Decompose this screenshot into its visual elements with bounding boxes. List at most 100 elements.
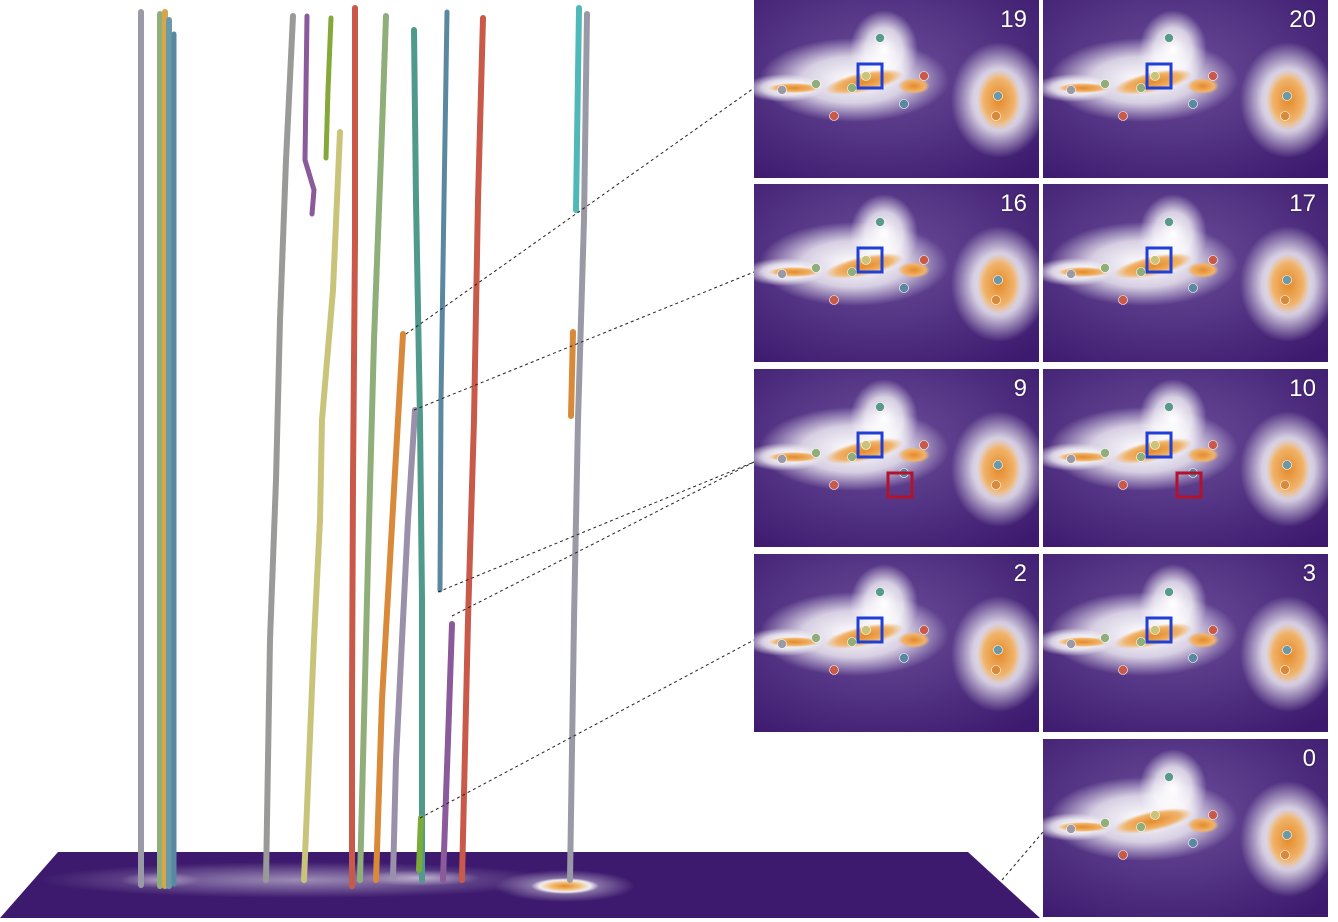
critical-point xyxy=(991,480,1001,490)
critical-point xyxy=(1280,111,1290,121)
track-line xyxy=(440,621,455,883)
critical-point xyxy=(1136,267,1146,277)
field-image xyxy=(1043,184,1328,362)
critical-point xyxy=(899,283,909,293)
field-image xyxy=(754,554,1039,732)
critical-point xyxy=(1282,91,1292,101)
critical-point xyxy=(829,665,839,675)
timestep-label: 20 xyxy=(1289,6,1316,33)
timestep-label: 0 xyxy=(1302,745,1316,772)
critical-point xyxy=(1118,665,1128,675)
critical-point xyxy=(1280,665,1290,675)
track-line xyxy=(390,407,418,881)
critical-point xyxy=(1208,71,1218,81)
track-line xyxy=(323,15,334,161)
critical-point xyxy=(811,448,821,458)
critical-point xyxy=(1066,85,1076,95)
critical-point xyxy=(1136,637,1146,647)
critical-point xyxy=(1282,645,1292,655)
critical-point xyxy=(1066,454,1076,464)
critical-point xyxy=(847,637,857,647)
leader-line xyxy=(419,639,755,819)
field-image xyxy=(754,184,1039,362)
track-line xyxy=(373,331,406,883)
blue-highlight-box xyxy=(856,431,884,459)
critical-point xyxy=(919,440,929,450)
critical-point xyxy=(1280,295,1290,305)
timestep-panel: 20 xyxy=(1043,0,1328,178)
critical-point xyxy=(829,295,839,305)
critical-point xyxy=(1100,263,1110,273)
track-line xyxy=(416,815,424,873)
critical-point xyxy=(1066,269,1076,279)
track-line xyxy=(573,5,582,213)
critical-point xyxy=(861,71,871,81)
field-image xyxy=(1043,554,1328,732)
field-image xyxy=(754,0,1039,178)
critical-point xyxy=(1150,255,1160,265)
blue-highlight-box xyxy=(856,62,884,90)
critical-point xyxy=(1118,111,1128,121)
leader-line xyxy=(405,87,755,335)
critical-point xyxy=(1118,850,1128,860)
critical-point xyxy=(1066,824,1076,834)
critical-point xyxy=(1188,838,1198,848)
critical-point xyxy=(919,625,929,635)
timestep-panel: 3 xyxy=(1043,554,1328,732)
blue-highlight-box xyxy=(856,246,884,274)
critical-point xyxy=(1150,440,1160,450)
field-image xyxy=(1043,369,1328,547)
critical-point xyxy=(899,653,909,663)
timestep-label: 10 xyxy=(1289,375,1316,402)
leader-lines xyxy=(405,87,1044,881)
leader-line xyxy=(413,271,755,411)
critical-point xyxy=(1100,79,1110,89)
timestep-panel: 10 xyxy=(1043,369,1328,547)
blue-highlight-box xyxy=(1145,616,1173,644)
critical-point xyxy=(993,275,1003,285)
critical-point xyxy=(1066,639,1076,649)
critical-point xyxy=(861,255,871,265)
timestep-label: 3 xyxy=(1302,560,1316,587)
critical-point xyxy=(1100,448,1110,458)
critical-point xyxy=(993,91,1003,101)
critical-point xyxy=(899,99,909,109)
critical-point xyxy=(811,263,821,273)
critical-point xyxy=(875,217,885,227)
critical-point xyxy=(1188,653,1198,663)
critical-point xyxy=(1208,810,1218,820)
critical-point xyxy=(1150,810,1160,820)
track-line xyxy=(411,27,425,883)
critical-point xyxy=(777,454,787,464)
critical-point xyxy=(919,255,929,265)
timestep-panel: 9 xyxy=(754,369,1039,547)
timestep-panel: 16 xyxy=(754,184,1039,362)
track-line xyxy=(301,129,343,883)
critical-point xyxy=(991,665,1001,675)
track-line xyxy=(567,11,590,883)
critical-point xyxy=(993,645,1003,655)
critical-point xyxy=(829,480,839,490)
track-line xyxy=(568,329,576,419)
critical-point xyxy=(1164,33,1174,43)
track-line xyxy=(357,13,389,883)
red-highlight-box xyxy=(886,471,914,499)
critical-point xyxy=(777,639,787,649)
critical-point xyxy=(847,452,857,462)
critical-point xyxy=(861,625,871,635)
timestep-panel: 19 xyxy=(754,0,1039,178)
critical-point xyxy=(1282,830,1292,840)
field-image xyxy=(1043,0,1328,178)
timestep-label: 19 xyxy=(1000,6,1027,33)
track-line xyxy=(459,15,486,883)
critical-point xyxy=(847,83,857,93)
critical-point xyxy=(1136,83,1146,93)
critical-point xyxy=(1164,217,1174,227)
critical-point xyxy=(991,295,1001,305)
critical-point xyxy=(1188,283,1198,293)
critical-point xyxy=(1100,818,1110,828)
base-plane xyxy=(0,852,1040,918)
critical-point xyxy=(1164,587,1174,597)
critical-point xyxy=(991,111,1001,121)
critical-point xyxy=(1280,480,1290,490)
